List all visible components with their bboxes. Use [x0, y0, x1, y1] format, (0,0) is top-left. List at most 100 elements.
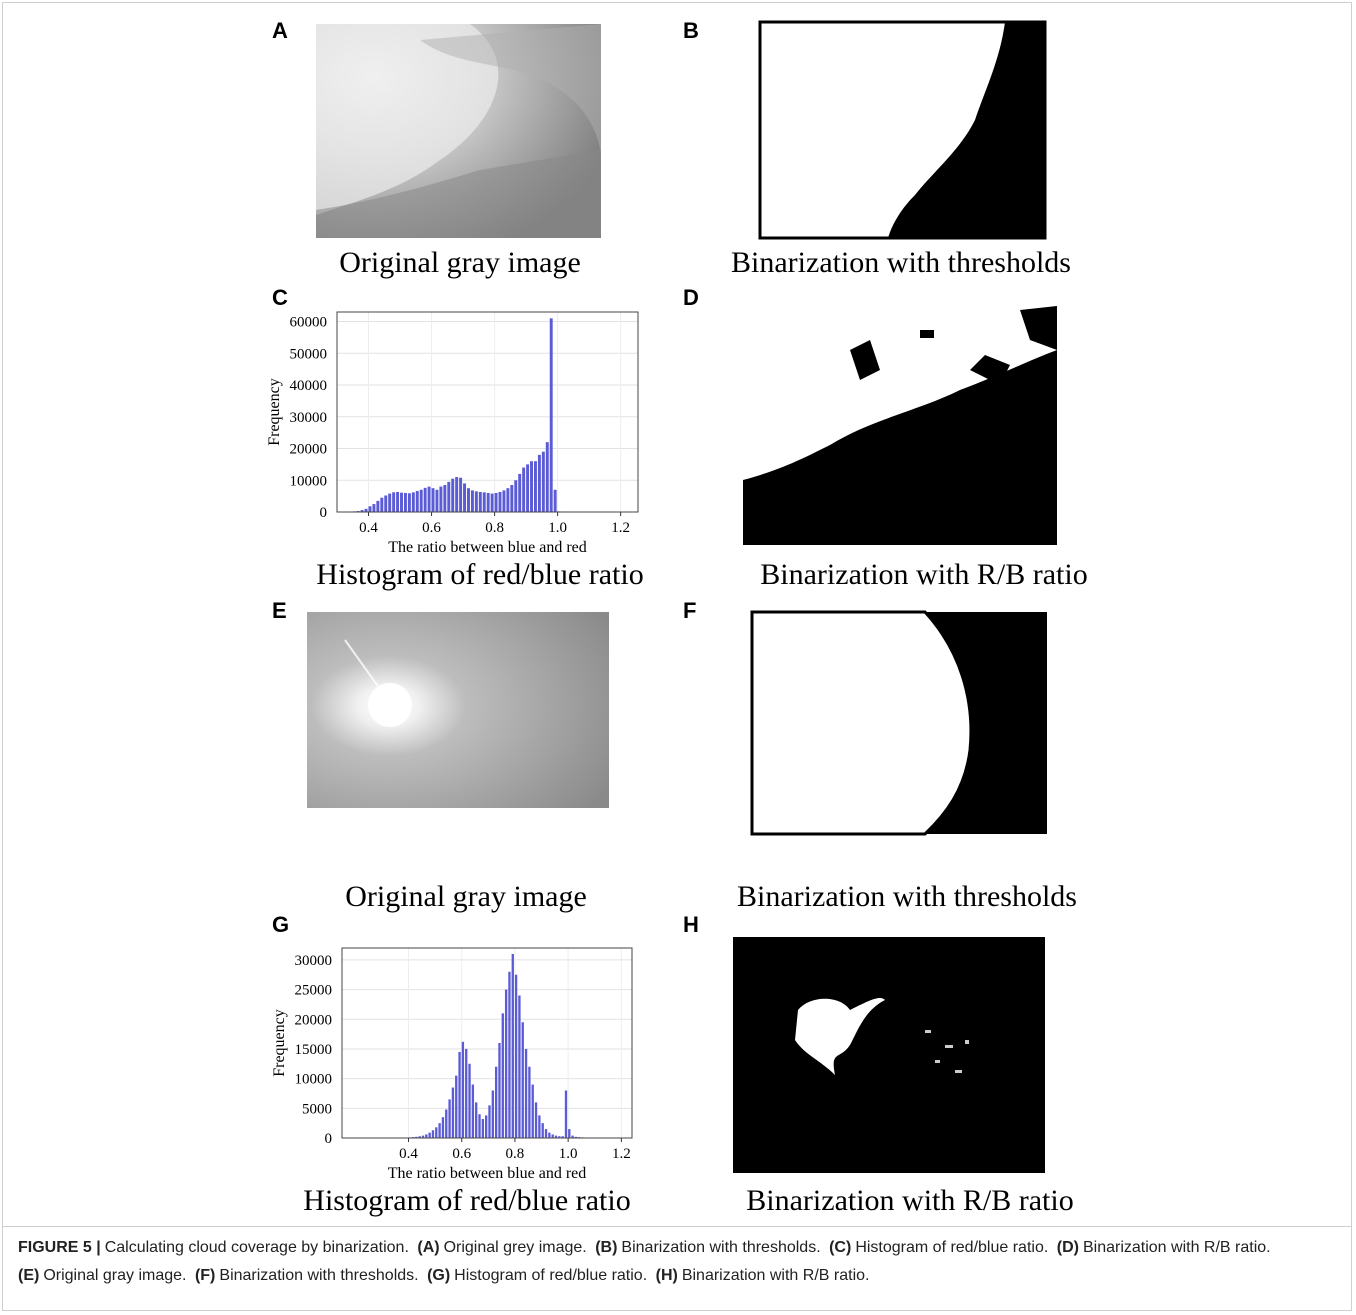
caption-ref: (D) [1057, 1239, 1079, 1256]
histogram-bar [518, 996, 520, 1139]
histogram-bar [376, 501, 379, 512]
histogram-bar [428, 1133, 430, 1138]
histogram-bar [479, 492, 482, 512]
y-tick-label: 30000 [290, 410, 328, 426]
x-tick-label: 1.2 [611, 520, 630, 536]
caption-item: Original grey image. [444, 1239, 587, 1256]
histogram-bar [522, 1022, 524, 1138]
histogram-bar [534, 461, 537, 512]
y-tick-label: 10000 [295, 1072, 333, 1088]
histogram-bar [506, 488, 509, 512]
histogram-bar [535, 1102, 537, 1138]
histogram-bar [465, 1049, 467, 1138]
y-tick-label: 0 [325, 1131, 333, 1147]
caption-ref: (B) [595, 1239, 617, 1256]
y-tick-label: 20000 [290, 442, 328, 458]
histogram-bar [475, 1102, 477, 1138]
histogram-bar [455, 1076, 457, 1138]
histogram-bar [432, 488, 435, 512]
histogram-bar [452, 1088, 454, 1138]
histogram-bar [565, 1091, 567, 1139]
caption-text: Calculating cloud coverage by binarizati… [105, 1239, 409, 1256]
caption-label: FIGURE 5 | [18, 1239, 101, 1256]
histogram-bar [502, 1013, 504, 1138]
x-tick-label: 1.0 [559, 1146, 578, 1162]
panel-letter: F [683, 598, 696, 623]
panel-caption: Histogram of red/blue ratio [316, 558, 643, 591]
histogram-bar [439, 487, 442, 512]
histogram-bar [542, 1123, 544, 1138]
histogram-bar [546, 442, 549, 512]
panel-letter: C [272, 285, 288, 310]
figure-page: A Original gray image B Binarization with t… [0, 0, 1356, 1315]
histogram-bar [369, 506, 372, 512]
histogram-bar [550, 318, 553, 512]
histogram-bar [482, 1119, 484, 1138]
histogram-bar [447, 482, 450, 512]
panel-caption: Binarization with R/B ratio [760, 558, 1087, 591]
panel-caption: Binarization with R/B ratio [746, 1184, 1073, 1217]
x-tick-label: 0.6 [422, 520, 441, 536]
histogram-bar [458, 1052, 460, 1138]
x-tick-label: 0.8 [506, 1146, 525, 1162]
histogram-bar [510, 485, 513, 512]
caption-ref: (F) [195, 1267, 215, 1284]
histogram-bar [435, 490, 438, 512]
histogram-bar [502, 490, 505, 512]
y-tick-label: 60000 [290, 315, 328, 331]
histogram-bar [485, 1115, 487, 1138]
caption-item: Binarization with R/B ratio. [1083, 1239, 1271, 1256]
image-b [760, 22, 1045, 238]
y-tick-label: 0 [320, 505, 328, 521]
histogram-bar [483, 492, 486, 512]
histogram-bar [412, 492, 415, 512]
histogram-chart: 01000020000300004000050000600000.40.60.8… [266, 312, 638, 556]
x-axis-label: The ratio between blue and red [388, 1165, 587, 1182]
histogram-bar [498, 1043, 500, 1138]
histogram-bar [512, 954, 514, 1138]
histogram-bar [552, 1134, 554, 1138]
caption-rule [3, 1226, 1352, 1227]
histogram-bar [471, 490, 474, 512]
x-tick-label: 0.6 [452, 1146, 471, 1162]
caption-item: Original gray image. [43, 1267, 186, 1284]
histogram-bar [455, 477, 458, 512]
caption-item: Binarization with thresholds. [621, 1239, 820, 1256]
histogram-bar [514, 480, 517, 512]
panel-letter: B [683, 18, 699, 43]
histogram-bar [404, 493, 407, 512]
histogram-bar [438, 1123, 440, 1138]
histogram-bar [424, 488, 427, 512]
plot-area [342, 948, 632, 1138]
y-tick-label: 10000 [290, 473, 328, 489]
x-tick-label: 0.4 [359, 520, 378, 536]
histogram-bar [396, 492, 399, 512]
caption-item: Binarization with R/B ratio. [682, 1267, 870, 1284]
histogram-bar [505, 990, 507, 1138]
histogram-bar [518, 474, 521, 512]
histogram-bar [515, 975, 517, 1138]
histogram-bar [495, 493, 498, 512]
y-tick-label: 40000 [290, 378, 328, 394]
y-tick-label: 20000 [295, 1012, 333, 1028]
histogram-bar [380, 498, 383, 512]
caption-item: Histogram of red/blue ratio. [855, 1239, 1048, 1256]
histogram-bar [538, 455, 541, 512]
panel-letter: A [272, 18, 288, 43]
x-tick-label: 1.0 [548, 520, 567, 536]
x-tick-label: 0.8 [485, 520, 504, 536]
histogram-bar [428, 487, 431, 512]
histogram-bar [525, 1049, 527, 1138]
histogram-bar [448, 1099, 450, 1138]
image-e [307, 612, 609, 808]
histogram-bar [478, 1114, 480, 1138]
image-a [316, 24, 601, 238]
histogram-bar [442, 1117, 444, 1138]
histogram-bar [554, 490, 557, 512]
figure-caption: FIGURE 5 |Calculating cloud coverage by … [18, 1234, 1328, 1290]
caption-item: Binarization with thresholds. [219, 1267, 418, 1284]
histogram-bar [472, 1085, 474, 1138]
y-tick-label: 15000 [295, 1042, 333, 1058]
panel-caption: Original gray image [339, 246, 581, 279]
